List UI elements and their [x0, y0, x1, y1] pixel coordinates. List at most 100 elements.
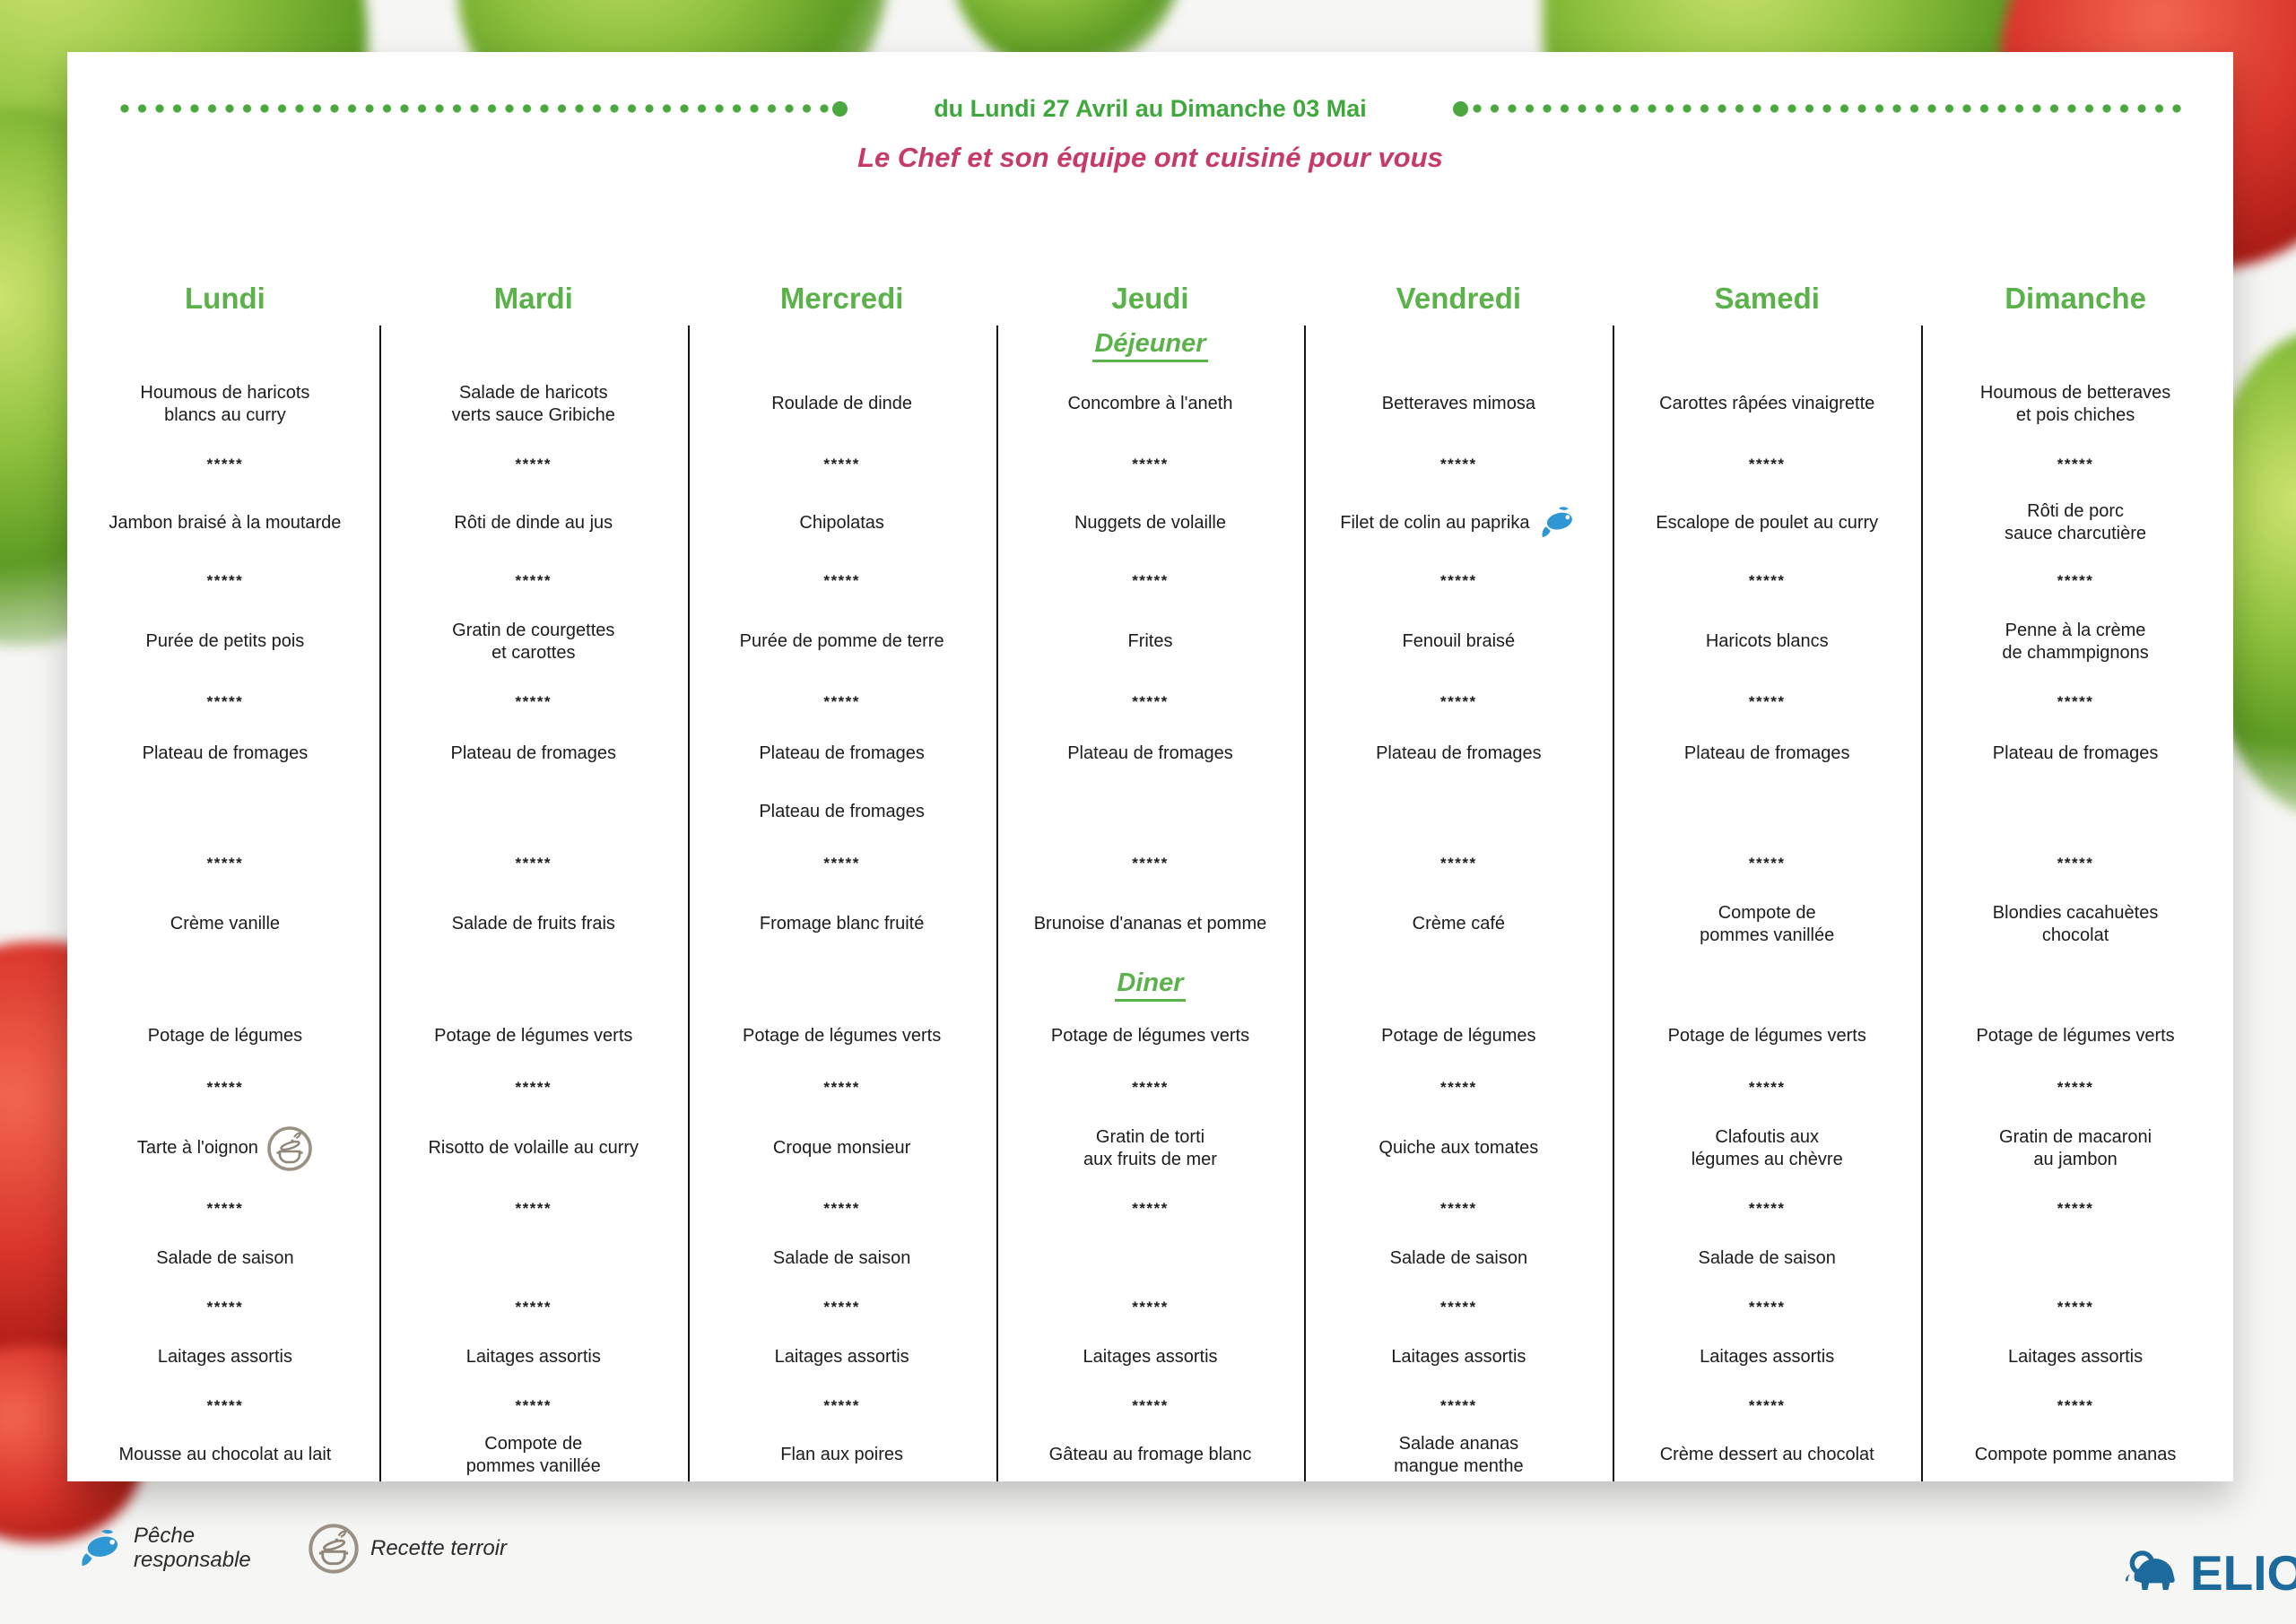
menu-item: Potage de légumes verts [743, 1026, 942, 1046]
menu-item: Penne à la crème de chammpignons [2002, 620, 2149, 663]
column-divider [379, 326, 381, 1481]
day-header: Lundi [185, 282, 265, 315]
separator: ***** [823, 1397, 860, 1414]
separator: ***** [1132, 1397, 1169, 1414]
separator: ***** [1748, 1397, 1786, 1414]
menu-item: Purée de petits pois [145, 631, 305, 651]
elior-logo: ELIOR [2124, 1544, 2296, 1602]
separator: ***** [1440, 855, 1477, 872]
menu-item: Houmous de haricots blancs au curry [140, 382, 310, 425]
terroir-recipe-icon [308, 1523, 360, 1575]
menu-item: Purée de pomme de terre [739, 631, 944, 651]
responsible-fishing-fish-icon [1537, 482, 1577, 563]
legend-item-fish: Pêche responsable [76, 1524, 277, 1573]
menu-item: Potage de légumes verts [1667, 1026, 1866, 1046]
menu-item: Laitages assortis [1700, 1346, 1835, 1367]
column-divider [1304, 326, 1306, 1481]
separator: ***** [2057, 456, 2094, 473]
lunch-label-text: Déjeuner [1092, 329, 1208, 362]
terroir-recipe-icon [266, 1103, 313, 1194]
separator: ***** [206, 1397, 244, 1414]
separator: ***** [515, 572, 552, 589]
dinner-label-text: Diner [1115, 968, 1186, 1002]
menu-item-with-badge: Filet de colin au paprika [1304, 487, 1613, 559]
separator: ***** [515, 1200, 552, 1217]
legend-item-terroir: Recette terroir [308, 1523, 514, 1575]
menu-item: Plateau de fromages [142, 743, 309, 763]
menu-card: du Lundi 27 Avril au Dimanche 03 Mai Le … [67, 52, 2233, 1481]
menu-item: Houmous de betteraves et pois chiches [1979, 382, 2171, 425]
column-divider [1921, 326, 1923, 1481]
menu-item: Jambon braisé à la moutarde [109, 512, 342, 533]
separator: ***** [2057, 855, 2094, 872]
menu-item: Laitages assortis [774, 1346, 909, 1367]
separator: ***** [1132, 456, 1169, 473]
separator: ***** [823, 693, 860, 710]
menu-item: Salade de fruits frais [451, 914, 615, 934]
menu-item: Croque monsieur [772, 1138, 911, 1158]
menu-item: Plateau de fromages [759, 743, 925, 763]
separator: ***** [1748, 1298, 1786, 1316]
separator: ***** [2057, 1298, 2094, 1316]
menu-item: Crème café [1412, 914, 1506, 934]
separator: ***** [823, 1079, 860, 1096]
separator: ***** [2057, 1397, 2094, 1414]
menu-item: Mousse au chocolat au lait [118, 1445, 332, 1464]
menu-item: Salade de haricots verts sauce Gribiche [451, 382, 615, 425]
menu-item: Tarte à l'oignon [136, 1138, 258, 1158]
separator: ***** [1132, 1298, 1169, 1316]
menu-item-with-badge: Tarte à l'oignon [71, 1110, 379, 1186]
menu-item: Crème dessert au chocolat [1659, 1445, 1874, 1464]
menu-grid: Lundi Houmous de haricots blancs au curr… [71, 272, 2230, 1481]
separator: ***** [1440, 456, 1477, 473]
separator: ***** [1440, 1298, 1477, 1316]
menu-item: Escalope de poulet au curry [1656, 512, 1879, 533]
dot-end-right [1452, 100, 1468, 117]
header-row: du Lundi 27 Avril au Dimanche 03 Mai [117, 95, 2184, 122]
separator: ***** [206, 456, 244, 473]
menu-item: Blondies cacahuètes chocolat [1992, 902, 2159, 945]
menu-item: Laitages assortis [1083, 1346, 1218, 1367]
menu-item: Potage de légumes verts [434, 1026, 633, 1046]
dotted-line-right [1468, 101, 2184, 116]
menu-item: Potage de légumes verts [1976, 1026, 2175, 1046]
menu-item: Carottes râpées vinaigrette [1659, 394, 1875, 413]
responsible-fishing-fish-icon [76, 1527, 123, 1570]
separator: ***** [1132, 1079, 1169, 1096]
menu-item: Risotto de volaille au curry [428, 1138, 639, 1158]
menu-item: Laitages assortis [465, 1346, 601, 1367]
menu-item: Fenouil braisé [1402, 631, 1516, 651]
menu-item: Compote de pommes vanillée [1700, 902, 1835, 945]
elior-wordmark: ELIOR [2190, 1545, 2296, 1601]
separator: ***** [2057, 1079, 2094, 1096]
separator: ***** [1748, 855, 1786, 872]
menu-item: Chipolatas [799, 512, 884, 533]
menu-item: Concombre à l'aneth [1067, 394, 1233, 413]
bison-icon [2124, 1545, 2183, 1602]
day-header: Jeudi [1111, 282, 1189, 315]
separator: ***** [1132, 572, 1169, 589]
menu-item: Plateau de fromages [1376, 743, 1542, 763]
menu-item: Laitages assortis [157, 1346, 292, 1367]
legend-terroir-label: Recette terroir [370, 1535, 508, 1560]
legend: Pêche responsable Recette terroir [76, 1523, 514, 1575]
separator: ***** [206, 1079, 244, 1096]
menu-item: Gâteau au fromage blanc [1048, 1445, 1252, 1464]
dot-end-left [832, 100, 848, 117]
menu-item: Gratin de macaroni au jambon [1999, 1126, 2152, 1169]
separator: ***** [206, 1200, 244, 1217]
menu-item: Plateau de fromages [450, 743, 617, 763]
separator: ***** [1748, 1200, 1786, 1217]
menu-item: Roulade de dinde [771, 394, 913, 413]
menu-item: Plateau de fromages [1992, 743, 2159, 763]
separator: ***** [1132, 855, 1169, 872]
separator: ***** [1440, 693, 1477, 710]
menu-item: Plateau de fromages [759, 802, 925, 821]
chef-subtitle: Le Chef et son équipe ont cuisiné pour v… [857, 142, 1443, 173]
separator: ***** [1440, 1397, 1477, 1414]
menu-item: Clafoutis aux légumes au chèvre [1691, 1126, 1843, 1169]
menu-item: Gratin de torti aux fruits de mer [1083, 1126, 1217, 1169]
separator: ***** [1748, 572, 1786, 589]
separator: ***** [823, 572, 860, 589]
